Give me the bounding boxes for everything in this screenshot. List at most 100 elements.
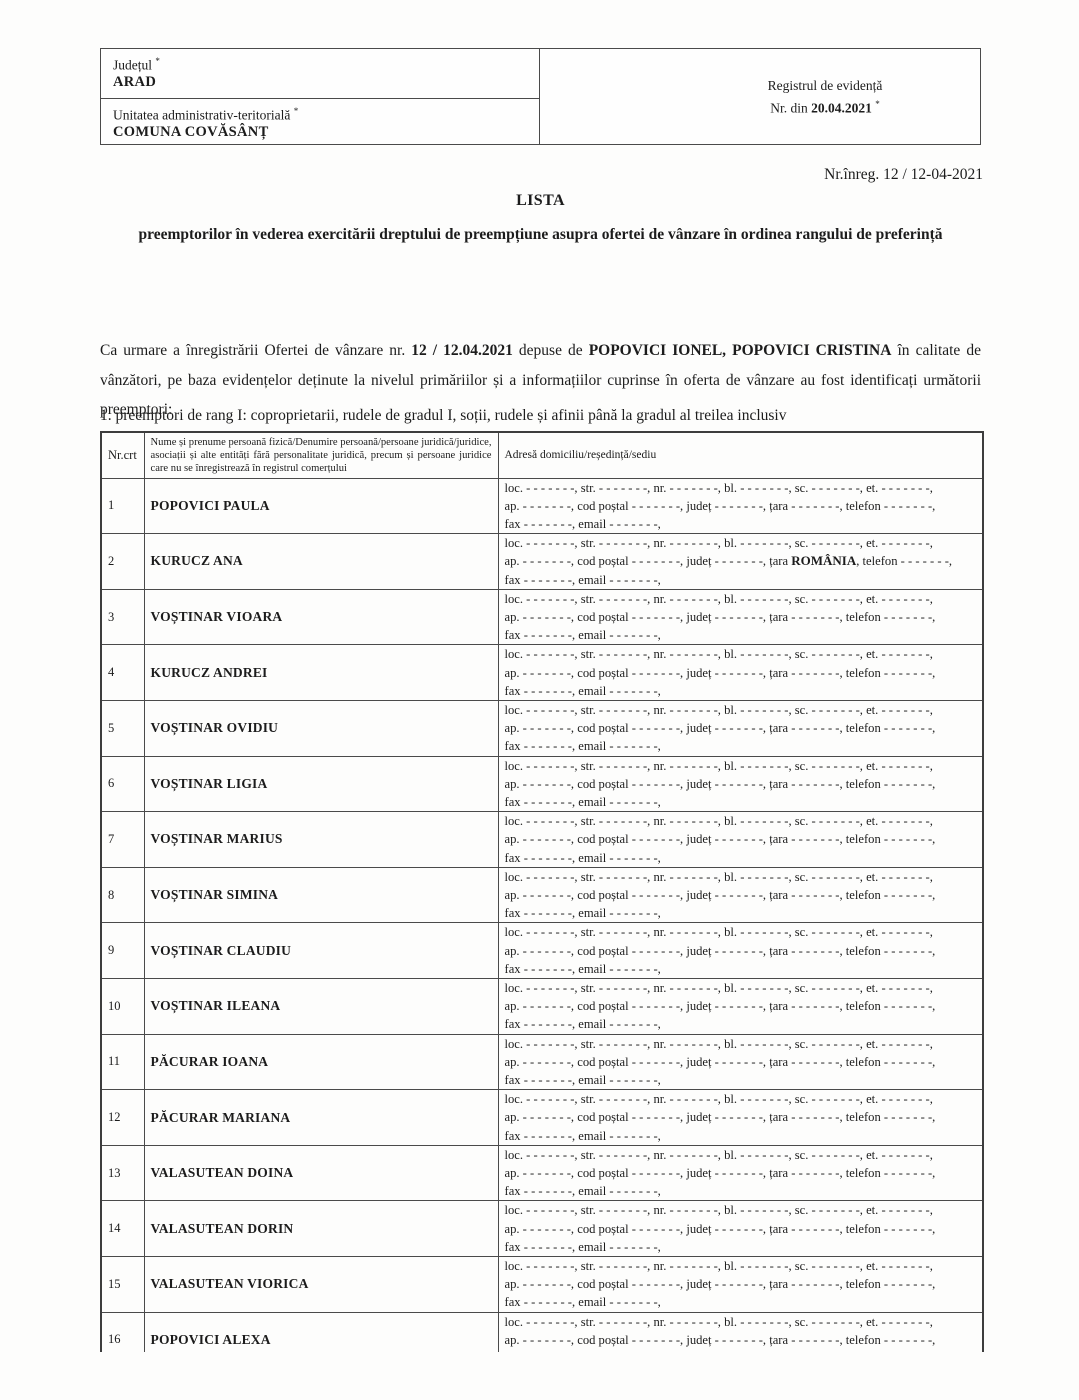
addr-line2: ap. - - - - - - -, cod poștal - - - - - … [504,665,936,680]
addr-line2: ap. - - - - - - -, cod poștal - - - - - … [504,999,936,1014]
uat-cell: Unitatea administrativ-teritorială * COM… [101,99,539,145]
row-number: 3 [100,588,145,646]
row-address: loc. - - - - - - -, str. - - - - - - -, … [497,866,984,924]
row-name: VOȘTINAR CLAUDIU [143,922,499,979]
addr-line2: ap. - - - - - - -, cod poștal - - - - - … [504,498,936,513]
addr-line1: loc. - - - - - - -, str. - - - - - - -, … [504,647,933,662]
addr-line1: loc. - - - - - - -, str. - - - - - - -, … [504,869,933,884]
col-header-address: Adresă domiciliu/reședință/sediu [497,431,984,479]
row-address: loc. - - - - - - -, str. - - - - - - -, … [497,977,984,1035]
row-number: 12 [100,1089,145,1146]
row-number: 13 [100,1144,145,1202]
row-number: 8 [100,866,145,924]
row-name: VALASUTEAN DORIN [143,1200,499,1258]
uat-label: Unitatea administrativ-teritorială [113,107,291,123]
row-address: loc. - - - - - - -, str. - - - - - - -, … [497,1200,984,1258]
row-name: VOȘTINAR ILEANA [143,977,499,1035]
addr-line1: loc. - - - - - - -, str. - - - - - - -, … [504,925,933,940]
row-number: 4 [100,644,145,701]
table-row: 1 POPOVICI PAULA loc. - - - - - - -, str… [100,477,984,535]
row-number: 10 [100,977,145,1035]
addr-line1: loc. - - - - - - -, str. - - - - - - -, … [504,1314,933,1329]
uat-asterisk: * [293,106,299,116]
addr-line1: loc. - - - - - - -, str. - - - - - - -, … [504,702,933,717]
addr-line3: fax - - - - - - -, email - - - - - - -, [504,683,661,698]
intro-part3: în calitate de vânzători, pe baza eviden… [100,342,981,418]
col-header-name: Nume și prenume persoană fizică/Denumire… [143,431,499,479]
addr-line2: ap. - - - - - - -, cod poștal - - - - - … [504,1221,936,1236]
row-address: loc. - - - - - - -, str. - - - - - - -, … [497,1089,984,1146]
row-address: loc. - - - - - - -, str. - - - - - - -, … [497,1311,984,1352]
addr-line3: fax - - - - - - -, email - - - - - - -, [504,1073,661,1087]
row-name: VOȘTINAR MARIUS [143,811,499,868]
county-cell: Județul * ARAD [101,49,539,99]
addr-line2: ap. - - - - - - -, cod poștal - - - - - … [504,776,936,791]
row-name: VOȘTINAR LIGIA [143,755,499,813]
addr-line2: ap. - - - - - - -, cod poștal - - - - - … [504,943,936,958]
table-row: 14 VALASUTEAN DORIN loc. - - - - - - -, … [100,1200,984,1258]
county-asterisk: * [155,56,160,66]
county-uat-column: Județul * ARAD Unitatea administrativ-te… [101,49,540,145]
preemptors-table: Nr.crt Nume și prenume persoană fizică/D… [100,431,984,1352]
row-address: loc. - - - - - - -, str. - - - - - - -, … [497,477,984,535]
table-row: 7 VOȘTINAR MARIUS loc. - - - - - - -, st… [100,811,984,868]
table-row: 8 VOȘTINAR SIMINA loc. - - - - - - -, st… [100,866,984,924]
addr-line3: fax - - - - - - -, email - - - - - - -, [504,516,661,531]
addr-line3: fax - - - - - - -, email - - - - - - -, [504,961,661,976]
addr-line3: fax - - - - - - -, email - - - - - - -, [505,1349,977,1352]
table-row: 13 VALASUTEAN DOINA loc. - - - - - - -, … [100,1144,984,1202]
row-number: 5 [100,699,145,757]
table-row: 11 PĂCURAR IOANA loc. - - - - - - -, str… [100,1033,984,1091]
row-number: 7 [100,811,145,868]
document-title: LISTA [516,192,565,209]
addr-line1: loc. - - - - - - -, str. - - - - - - -, … [504,1259,933,1274]
row-number: 15 [100,1256,145,1313]
row-name: VOȘTINAR VIOARA [143,588,499,646]
row-number: 2 [100,533,145,590]
addr-line2: ap. - - - - - - -, cod poștal - - - - - … [504,1110,936,1125]
row-address: loc. - - - - - - -, str. - - - - - - -, … [497,699,984,757]
addr-line2: ap. - - - - - - -, cod poștal - - - - - … [504,553,953,569]
row-number: 14 [100,1200,145,1258]
registry-number-line: Nr. din 20.04.2021 * [770,98,880,116]
row-name: POPOVICI PAULA [143,477,499,535]
row-address: loc. - - - - - - -, str. - - - - - - -, … [497,588,984,646]
addr-line2: ap. - - - - - - -, cod poștal - - - - - … [504,1332,936,1347]
addr-line1: loc. - - - - - - -, str. - - - - - - -, … [504,480,933,495]
row-number: 1 [100,477,145,535]
preemptors-table-body: 1 POPOVICI PAULA loc. - - - - - - -, str… [100,477,984,1352]
addr-line1: loc. - - - - - - -, str. - - - - - - -, … [504,814,933,829]
row-address: loc. - - - - - - -, str. - - - - - - -, … [497,644,984,701]
addr-line2: ap. - - - - - - -, cod poștal - - - - - … [504,1166,936,1181]
row-address: loc. - - - - - - -, str. - - - - - - -, … [497,533,984,590]
row-name: PĂCURAR MARIANA [143,1089,499,1146]
table-row: 2 KURUCZ ANA loc. - - - - - - -, str. - … [100,533,984,590]
addr-line1: loc. - - - - - - -, str. - - - - - - -, … [504,758,933,773]
row-address: loc. - - - - - - -, str. - - - - - - -, … [497,1033,984,1091]
uat-value: COMUNA COVĂSÂNȚ [113,123,269,140]
addr-line2: ap. - - - - - - -, cod poștal - - - - - … [504,609,936,624]
offer-number: 12 / 12.04.2021 [411,342,513,359]
table-row: 6 VOȘTINAR LIGIA loc. - - - - - - -, str… [100,755,984,813]
addr-line1: loc. - - - - - - -, str. - - - - - - -, … [504,536,933,551]
addr-line1: loc. - - - - - - -, str. - - - - - - -, … [504,980,933,995]
table-row: 12 PĂCURAR MARIANA loc. - - - - - - -, s… [100,1089,984,1146]
rank-one-line: 1. preemptori de rang I: coproprietarii,… [100,407,787,424]
row-name: VALASUTEAN DOINA [143,1144,499,1202]
addr-line3: fax - - - - - - -, email - - - - - - -, [504,850,661,865]
table-row: 9 VOȘTINAR CLAUDIU loc. - - - - - - -, s… [100,922,984,979]
table-clip-region: Nr.crt Nume și prenume persoană fizică/D… [100,431,984,1352]
table-row: 5 VOȘTINAR OVIDIU loc. - - - - - - -, st… [100,699,984,757]
table-row: 3 VOȘTINAR VIOARA loc. - - - - - - -, st… [100,588,984,646]
intro-part2: depuse de [512,342,589,359]
row-address: loc. - - - - - - -, str. - - - - - - -, … [497,922,984,979]
addr-line3: fax - - - - - - -, email - - - - - - -, [504,739,661,754]
table-header-row: Nr.crt Nume și prenume persoană fizică/D… [100,431,984,479]
addr-line3: fax - - - - - - -, email - - - - - - -, [504,1239,661,1254]
addr-line1: loc. - - - - - - -, str. - - - - - - -, … [504,1092,933,1107]
document-subtitle: preemptorilor în vederea exercitării dre… [138,226,943,243]
table-row: 10 VOȘTINAR ILEANA loc. - - - - - - -, s… [100,977,984,1035]
row-address: loc. - - - - - - -, str. - - - - - - -, … [497,755,984,813]
addr-line2: ap. - - - - - - -, cod poștal - - - - - … [504,887,936,902]
addr-line2: ap. - - - - - - -, cod poștal - - - - - … [504,1054,936,1069]
